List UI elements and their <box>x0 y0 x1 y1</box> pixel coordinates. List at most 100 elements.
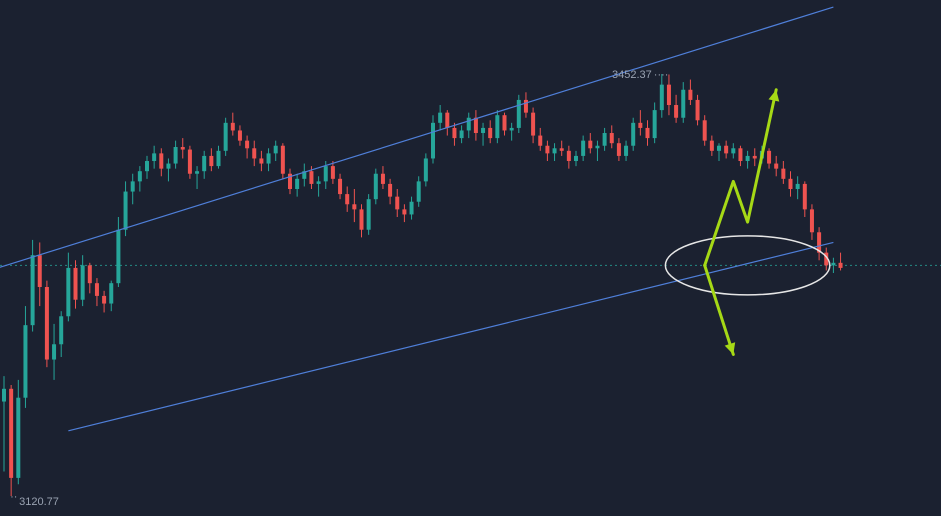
candle-body <box>645 127 650 139</box>
candle-body <box>52 344 57 360</box>
candle-body <box>559 148 564 151</box>
candle-body <box>295 178 300 190</box>
candle-body <box>259 158 264 164</box>
candle-body <box>280 145 285 174</box>
candle <box>9 384 14 496</box>
candle <box>774 155 779 177</box>
candle-body <box>87 265 92 284</box>
candle-body <box>767 150 772 164</box>
candle-body <box>237 130 242 141</box>
candle-body <box>795 183 800 190</box>
candle <box>37 242 42 307</box>
candle <box>44 280 49 368</box>
candle-body <box>616 143 621 156</box>
arrow-bearish-head <box>724 342 736 355</box>
candle-body <box>388 183 393 197</box>
candle-body <box>702 120 707 141</box>
candle-body <box>23 325 28 398</box>
annotation-layer <box>664 88 831 356</box>
candle <box>702 115 707 146</box>
candle <box>824 247 829 271</box>
candle <box>709 135 714 156</box>
candle <box>523 92 528 118</box>
candle <box>752 148 757 167</box>
arrow-bearish <box>703 263 735 356</box>
candle-body <box>166 163 171 169</box>
candle-body <box>323 166 328 182</box>
candle-body <box>674 105 679 118</box>
candle-body <box>423 158 428 182</box>
candle <box>423 153 428 187</box>
candle <box>416 176 421 207</box>
candle <box>380 166 385 190</box>
candle <box>373 168 378 205</box>
candle <box>724 140 729 159</box>
candle <box>717 143 721 162</box>
candle <box>795 176 800 200</box>
candle-body <box>409 201 414 215</box>
candle-body <box>302 171 307 179</box>
candle <box>273 140 278 162</box>
candle-body <box>659 84 664 111</box>
candle-body <box>187 149 192 174</box>
candle-body <box>252 148 257 159</box>
candle <box>302 163 307 187</box>
candle <box>438 105 443 131</box>
candle-body <box>552 148 557 154</box>
candle-body <box>366 199 371 230</box>
candle <box>216 145 221 169</box>
candle-body <box>123 191 128 230</box>
candle-body <box>66 267 71 317</box>
candle <box>266 148 271 172</box>
candle-body <box>2 388 6 402</box>
candle-body <box>574 155 578 162</box>
candle <box>602 127 607 151</box>
candle-body <box>631 122 636 146</box>
candle <box>130 173 135 205</box>
candle <box>502 112 507 136</box>
candles-layer <box>2 74 843 496</box>
candle <box>402 204 407 223</box>
candle <box>624 140 629 162</box>
candle-body <box>195 171 200 174</box>
candle <box>738 145 743 167</box>
candle <box>66 252 71 322</box>
candle-body <box>531 112 536 136</box>
candle-body <box>745 155 750 162</box>
candle <box>237 125 242 146</box>
candle-body <box>309 171 314 184</box>
candle <box>30 239 35 332</box>
candle <box>552 143 557 162</box>
candle <box>788 171 793 197</box>
candle-body <box>752 155 757 159</box>
label-layer: 3452.37 ···· 3120.77 ·· <box>10 69 668 508</box>
candle-body <box>345 194 350 205</box>
candle-body <box>402 209 407 215</box>
candle <box>395 189 400 218</box>
candle-body <box>202 155 207 172</box>
candle-body <box>566 150 571 162</box>
candle <box>230 112 235 136</box>
candle <box>159 148 164 177</box>
candle-body <box>516 99 521 128</box>
candle <box>202 150 207 179</box>
arrow-bullish <box>703 88 778 267</box>
candle-body <box>588 140 593 149</box>
candle <box>259 150 264 172</box>
candle-body <box>481 127 486 134</box>
candle-body <box>724 145 729 154</box>
channel-line-upper <box>0 6 834 268</box>
candle-body <box>595 145 600 149</box>
candle-body <box>73 267 78 300</box>
candle <box>245 135 250 159</box>
focus-ellipse <box>664 235 831 296</box>
candle <box>531 107 536 144</box>
candle <box>295 173 300 197</box>
candle <box>802 181 807 218</box>
candle-body <box>523 99 528 113</box>
candle <box>180 138 185 159</box>
candle-body <box>152 153 157 162</box>
candle <box>87 262 92 294</box>
candle-body <box>809 209 814 233</box>
candle <box>781 161 786 184</box>
